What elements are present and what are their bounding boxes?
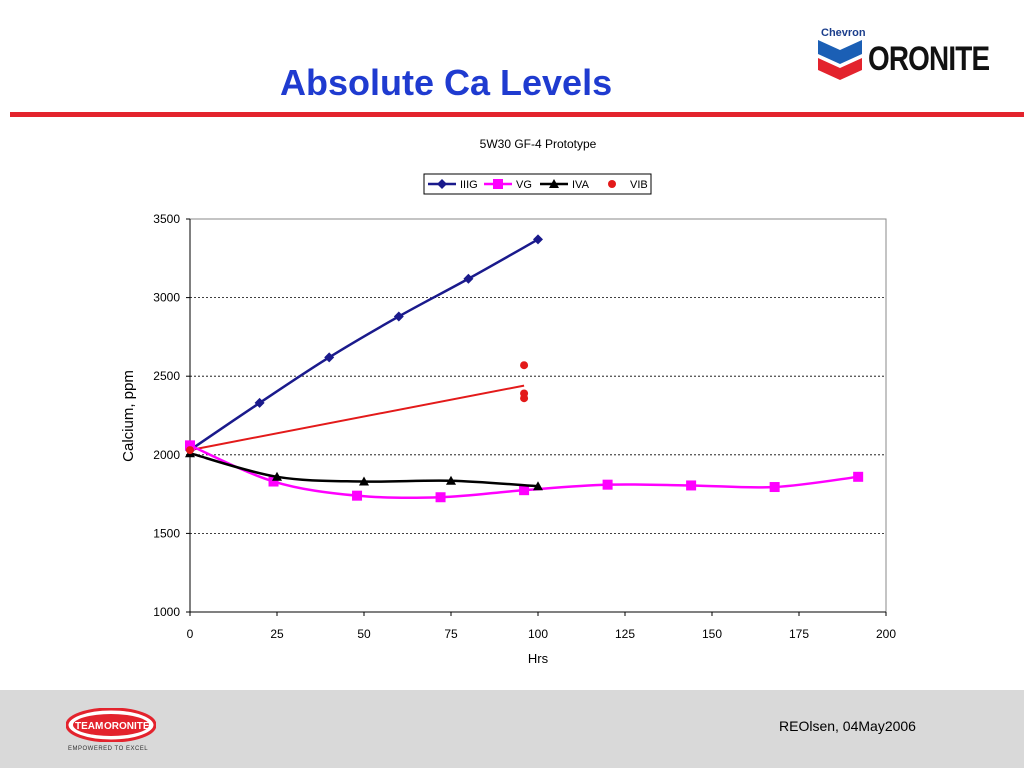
data-point-iiig: [533, 234, 543, 245]
legend-box: [423, 173, 652, 195]
x-tick-label: 175: [789, 627, 809, 641]
data-point-iiig: [254, 397, 265, 408]
chart-container: 5W30 GF-4 Prototype 1000 1500 2000 2500 3000 3…: [0, 120, 1024, 680]
slide-title: Absolute Ca Levels: [280, 62, 613, 103]
legend-label-vib: VIB: [630, 179, 648, 191]
data-point-vg: [185, 440, 195, 451]
legend-marker-iiig: [437, 179, 447, 189]
vib-trendline: [189, 384, 525, 452]
brand-small-text: Chevron: [821, 27, 866, 39]
data-point-iiig: [324, 352, 335, 363]
title-divider: [10, 112, 1024, 117]
data-point-vg: [686, 480, 697, 491]
legend-marker-vg: [493, 179, 503, 189]
data-point-vg: [769, 482, 780, 493]
chart-title: 5W30 GF-4 Prototype: [480, 137, 597, 151]
footer-credit: REOlsen, 04May2006: [779, 718, 916, 734]
x-tick-label: 150: [702, 627, 722, 641]
x-tick-label: 25: [270, 627, 284, 641]
data-point-vg: [519, 485, 530, 496]
data-point-vg: [435, 492, 446, 503]
data-point-vib: [520, 361, 529, 370]
data-point-vib: [186, 446, 194, 455]
data-point-vg: [352, 490, 363, 501]
footer-tagline: EMPOWERED TO EXCEL: [68, 746, 149, 752]
plot-area: [189, 218, 887, 613]
x-tick-label: 125: [615, 627, 635, 641]
series-line-iiig: [189, 238, 539, 452]
x-tick-label: 50: [357, 627, 371, 641]
data-point-iva: [359, 476, 369, 486]
y-tick-label: 2000: [153, 448, 180, 462]
data-point-iva: [272, 471, 282, 481]
team-oronite-logo-icon: TEAM ORONITE: [65, 707, 157, 747]
chart-svg: 5W30 GF-4 Prototype100015002000250030003…: [120, 137, 896, 666]
legend-label-iva: IVA: [572, 179, 590, 191]
svg-text:TEAM: TEAM: [75, 721, 103, 732]
legend-marker-vib: [608, 180, 616, 188]
data-point-vg: [268, 476, 279, 487]
data-point-vg: [853, 471, 864, 482]
y-tick-label: 3500: [153, 212, 180, 226]
brand-wordmark: ORONITE: [868, 40, 990, 78]
x-tick-label: 75: [444, 627, 458, 641]
x-tick-label: 0: [187, 627, 194, 641]
data-point-vg: [602, 479, 613, 490]
data-point-iiig: [393, 311, 404, 322]
chevron-logo-icon: [816, 24, 864, 87]
y-tick-label: 2500: [153, 369, 180, 383]
x-axis-label: Hrs: [528, 651, 549, 666]
y-axis-label: Calcium, ppm: [120, 370, 137, 462]
legend-label-iiig: IIIG: [460, 179, 478, 191]
y-tick-label: 1500: [153, 526, 180, 540]
footer-bar: TEAM ORONITE EMPOWERED TO EXCEL REOlsen,…: [0, 690, 1024, 768]
legend-label-vg: VG: [516, 179, 532, 191]
data-point-iva: [533, 481, 543, 491]
y-tick-label: 1000: [153, 605, 180, 619]
data-point-iiig: [463, 273, 474, 284]
data-point-iva: [446, 475, 456, 485]
x-tick-label: 200: [876, 627, 896, 641]
data-point-vib: [520, 394, 529, 403]
x-tick-label: 100: [528, 627, 548, 641]
legend-marker-iva: [549, 179, 559, 188]
y-tick-label: 3000: [153, 291, 180, 305]
svg-text:ORONITE: ORONITE: [104, 721, 150, 732]
